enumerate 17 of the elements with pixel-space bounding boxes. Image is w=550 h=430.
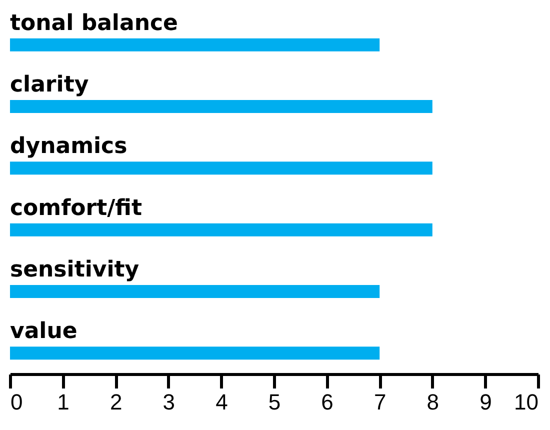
x-tick-label: 9 <box>480 390 492 414</box>
x-tick-label: 6 <box>321 390 334 414</box>
y-tick-label: dynamics <box>10 134 128 160</box>
y-tick-label: clarity <box>10 72 89 98</box>
x-tick-label: 3 <box>162 390 176 414</box>
x-tick-label: 1 <box>57 390 70 414</box>
x-tick-label: 5 <box>268 390 281 414</box>
y-tick-label: comfort/fit <box>10 196 142 221</box>
x-tick-label: 4 <box>216 390 228 414</box>
x-tick-label: 7 <box>374 390 386 414</box>
x-tick-label: 0 <box>10 390 23 414</box>
x-tick-label: 2 <box>110 390 122 414</box>
x-tick-label: 10 <box>514 390 538 414</box>
y-tick-label: tonal balance <box>10 10 178 36</box>
y-tick-label: value <box>10 319 78 344</box>
y-tick-label: sensitivity <box>10 258 140 282</box>
x-tick-label: 8 <box>426 390 440 414</box>
